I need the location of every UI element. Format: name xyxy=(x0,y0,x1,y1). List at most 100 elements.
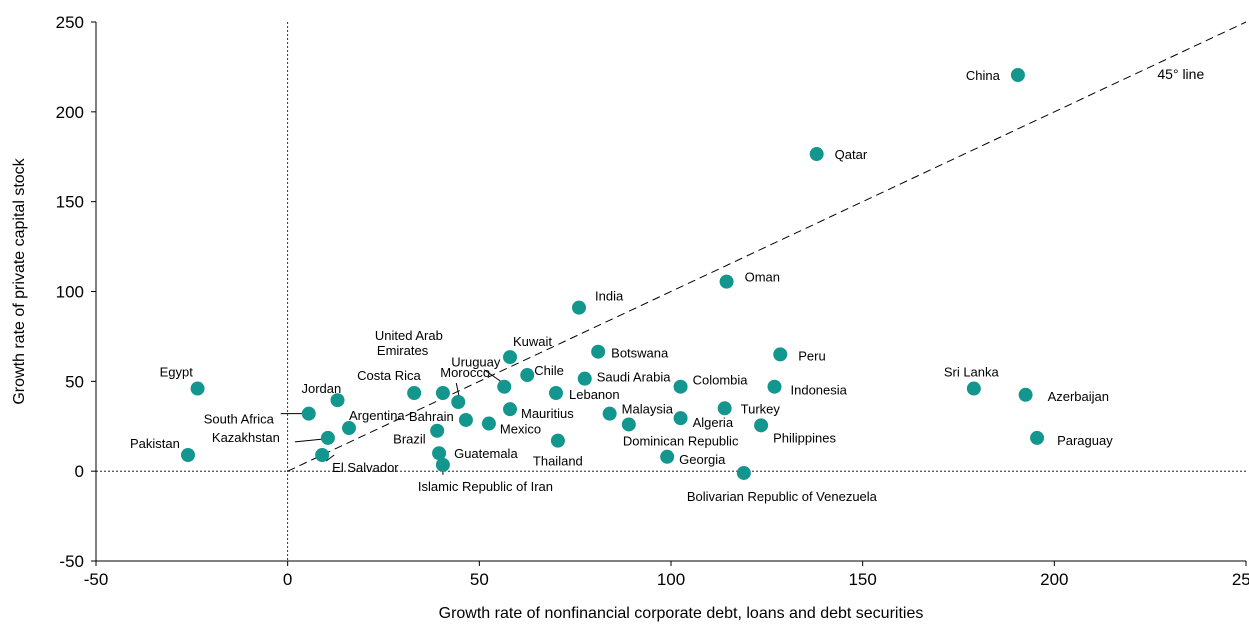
point-label-mexico: Mexico xyxy=(500,422,541,437)
data-point-peru xyxy=(773,347,788,362)
y-tick-label: 200 xyxy=(56,103,84,122)
y-tick-label: 0 xyxy=(75,462,84,481)
data-point-lebanon xyxy=(549,386,563,401)
x-tick-label: 250 xyxy=(1232,570,1249,589)
point-label-algeria: Algeria xyxy=(693,415,734,430)
point-label-jordan: Jordan xyxy=(302,381,342,396)
data-point-bahrain xyxy=(458,412,473,427)
y-tick-label: 50 xyxy=(65,372,84,391)
data-point-costa-rica xyxy=(407,386,422,401)
point-label-saudi-arabia: Saudi Arabia xyxy=(597,370,671,385)
data-point-guatemala xyxy=(432,446,447,461)
point-label-brazil: Brazil xyxy=(393,432,426,447)
data-point-colombia xyxy=(673,379,688,394)
data-point-bolivarian-republic-of-venezuela xyxy=(736,465,751,480)
point-label-botswana: Botswana xyxy=(611,346,669,361)
point-label-united-arab-emirates: United Arab Emirates xyxy=(375,328,443,358)
data-point-botswana xyxy=(591,344,606,359)
data-point-azerbaijan xyxy=(1018,387,1033,402)
point-label-bolivarian-republic-of-venezuela: Bolivarian Republic of Venezuela xyxy=(687,489,878,504)
leader-line-uruguay xyxy=(483,369,502,383)
data-point-mexico xyxy=(481,416,496,431)
point-label-azerbaijan: Azerbaijan xyxy=(1048,389,1109,404)
data-points xyxy=(181,68,1045,480)
point-label-morocco: Morocco xyxy=(440,365,490,380)
data-point-mauritius xyxy=(503,402,517,417)
point-label-costa-rica: Costa Rica xyxy=(357,368,421,383)
point-labels: China Qatar Oman India Peru Indonesia Turkey Ph… xyxy=(130,68,1113,504)
data-point-paraguay xyxy=(1030,430,1045,445)
point-label-egypt: Egypt xyxy=(160,365,194,380)
data-point-brazil xyxy=(430,423,445,438)
x-tick-label: 0 xyxy=(283,570,292,589)
data-point-pakistan xyxy=(181,447,195,462)
point-label-turkey: Turkey xyxy=(741,401,781,416)
data-point-jordan xyxy=(330,393,345,408)
axis-ticks: -50 0 50 100 150 200 250 -50 0 50 100 150 200 250 xyxy=(56,13,1249,589)
point-label-india: India xyxy=(595,289,624,304)
data-point-el-salvador xyxy=(315,447,330,462)
point-label-argentina: Argentina xyxy=(349,408,405,423)
y-tick-label: -50 xyxy=(59,552,84,571)
point-label-islamic-republic-of-iran: Islamic Republic of Iran xyxy=(418,479,553,494)
data-point-chile xyxy=(520,368,535,383)
data-point-kuwait xyxy=(503,350,517,365)
x-tick-label: 200 xyxy=(1040,570,1068,589)
data-point-kazakhstan xyxy=(320,430,335,445)
x-tick-label: -50 xyxy=(84,570,109,589)
data-point-south-africa xyxy=(301,406,316,421)
data-point-turkey xyxy=(717,401,732,416)
data-point-argentina xyxy=(342,421,356,436)
point-label-malaysia: Malaysia xyxy=(622,402,674,417)
data-point-dominican-republic xyxy=(621,417,636,432)
point-label-el-salvador: El Salvador xyxy=(332,460,399,475)
data-point-oman xyxy=(719,274,734,289)
point-label-chile: Chile xyxy=(534,363,564,378)
data-point-georgia xyxy=(660,449,675,464)
point-label-south-africa: South Africa xyxy=(204,412,275,427)
point-label-colombia: Colombia xyxy=(693,373,749,388)
data-point-sri-lanka xyxy=(966,381,981,396)
data-point-philippines xyxy=(754,418,769,433)
point-label-oman: Oman xyxy=(745,270,780,285)
data-point-thailand xyxy=(550,433,565,448)
point-label-guatemala: Guatemala xyxy=(454,446,518,461)
data-point-indonesia xyxy=(767,379,782,394)
x-tick-label: 50 xyxy=(470,570,489,589)
point-label-qatar: Qatar xyxy=(835,147,868,162)
point-label-mauritius: Mauritius xyxy=(521,406,574,421)
point-label-china: China xyxy=(966,68,1001,83)
data-point-malaysia xyxy=(602,406,617,421)
leader-line-el-salvador xyxy=(325,454,335,462)
point-label-bahrain: Bahrain xyxy=(409,409,454,424)
point-label-kuwait: Kuwait xyxy=(513,334,552,349)
x-axis-title: Growth rate of nonfinancial corporate de… xyxy=(439,605,924,622)
point-label-kazakhstan: Kazakhstan xyxy=(212,430,280,445)
leader-line-kazakhstan xyxy=(294,438,325,443)
data-point-egypt xyxy=(190,381,205,396)
data-point-india xyxy=(572,300,586,315)
point-label-indonesia: Indonesia xyxy=(791,383,848,398)
data-point-china xyxy=(1010,68,1025,83)
point-label-sri-lanka: Sri Lanka xyxy=(944,365,1000,380)
data-point-saudi-arabia xyxy=(577,371,592,386)
point-label-paraguay: Paraguay xyxy=(1057,433,1113,448)
x-tick-label: 150 xyxy=(848,570,876,589)
y-tick-label: 100 xyxy=(56,283,84,302)
y-axis-title: Growth rate of private capital stock xyxy=(11,157,28,404)
point-label-philippines: Philippines xyxy=(773,430,836,445)
point-label-dominican-republic: Dominican Republic xyxy=(623,433,739,448)
x-tick-label: 100 xyxy=(657,570,685,589)
point-label-georgia: Georgia xyxy=(679,452,726,467)
point-label-peru: Peru xyxy=(798,348,825,363)
reference-line-label: 45° line xyxy=(1157,66,1204,82)
data-point-morocco xyxy=(451,394,466,409)
point-label-lebanon: Lebanon xyxy=(569,387,620,402)
data-point-uruguay xyxy=(497,379,512,394)
data-point-algeria xyxy=(673,411,688,426)
point-label-uruguay: Uruguay xyxy=(451,355,501,370)
data-point-united-arab-emirates xyxy=(435,386,450,401)
point-label-pakistan: Pakistan xyxy=(130,436,180,451)
